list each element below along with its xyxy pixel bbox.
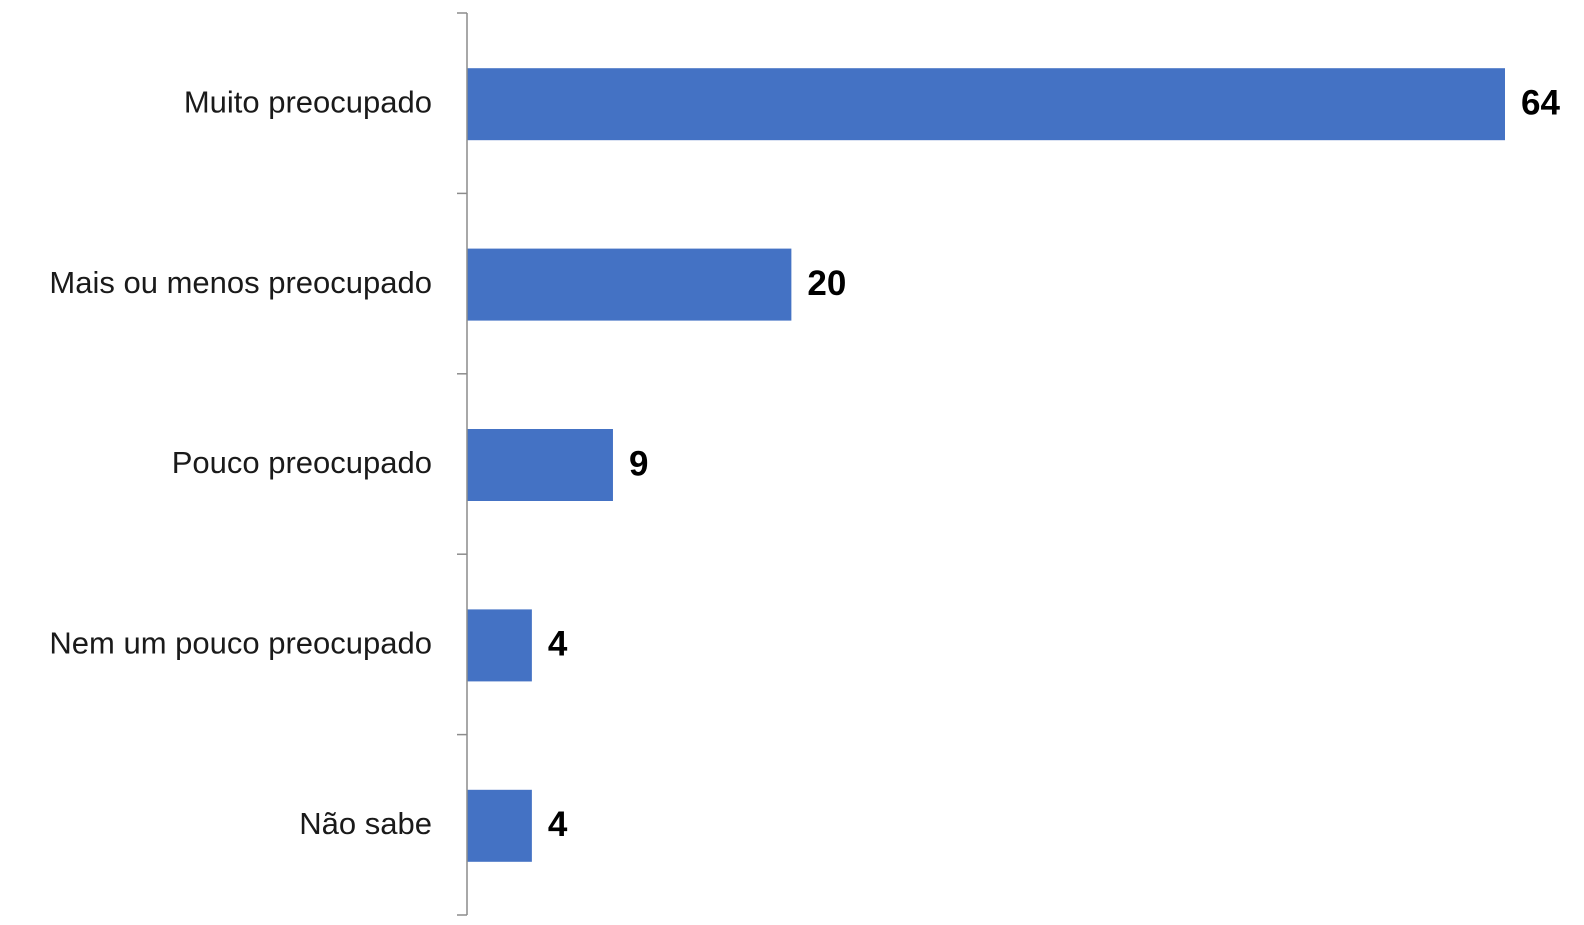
category-label-1: Mais ou menos preocupado <box>49 265 432 300</box>
category-label-0: Muito preocupado <box>184 84 432 119</box>
category-label-3: Nem um pouco preocupado <box>49 626 432 661</box>
value-label-1: 20 <box>807 264 846 303</box>
value-label-3: 4 <box>548 625 568 664</box>
bar-3 <box>467 609 532 682</box>
bar-1 <box>467 248 792 321</box>
category-axis <box>457 12 468 916</box>
bar-4 <box>467 789 532 862</box>
value-label-2: 9 <box>629 444 648 483</box>
category-label-4: Não sabe <box>299 806 432 841</box>
bar-0 <box>467 68 1505 141</box>
bars-layer <box>467 68 1505 862</box>
value-label-0: 64 <box>1521 83 1560 122</box>
labels-layer: Muito preocupado 64 Mais ou menos preocupa… <box>49 83 1560 844</box>
category-label-2: Pouco preocupado <box>172 445 432 480</box>
bar-2 <box>467 429 613 501</box>
value-label-4: 4 <box>548 805 568 844</box>
